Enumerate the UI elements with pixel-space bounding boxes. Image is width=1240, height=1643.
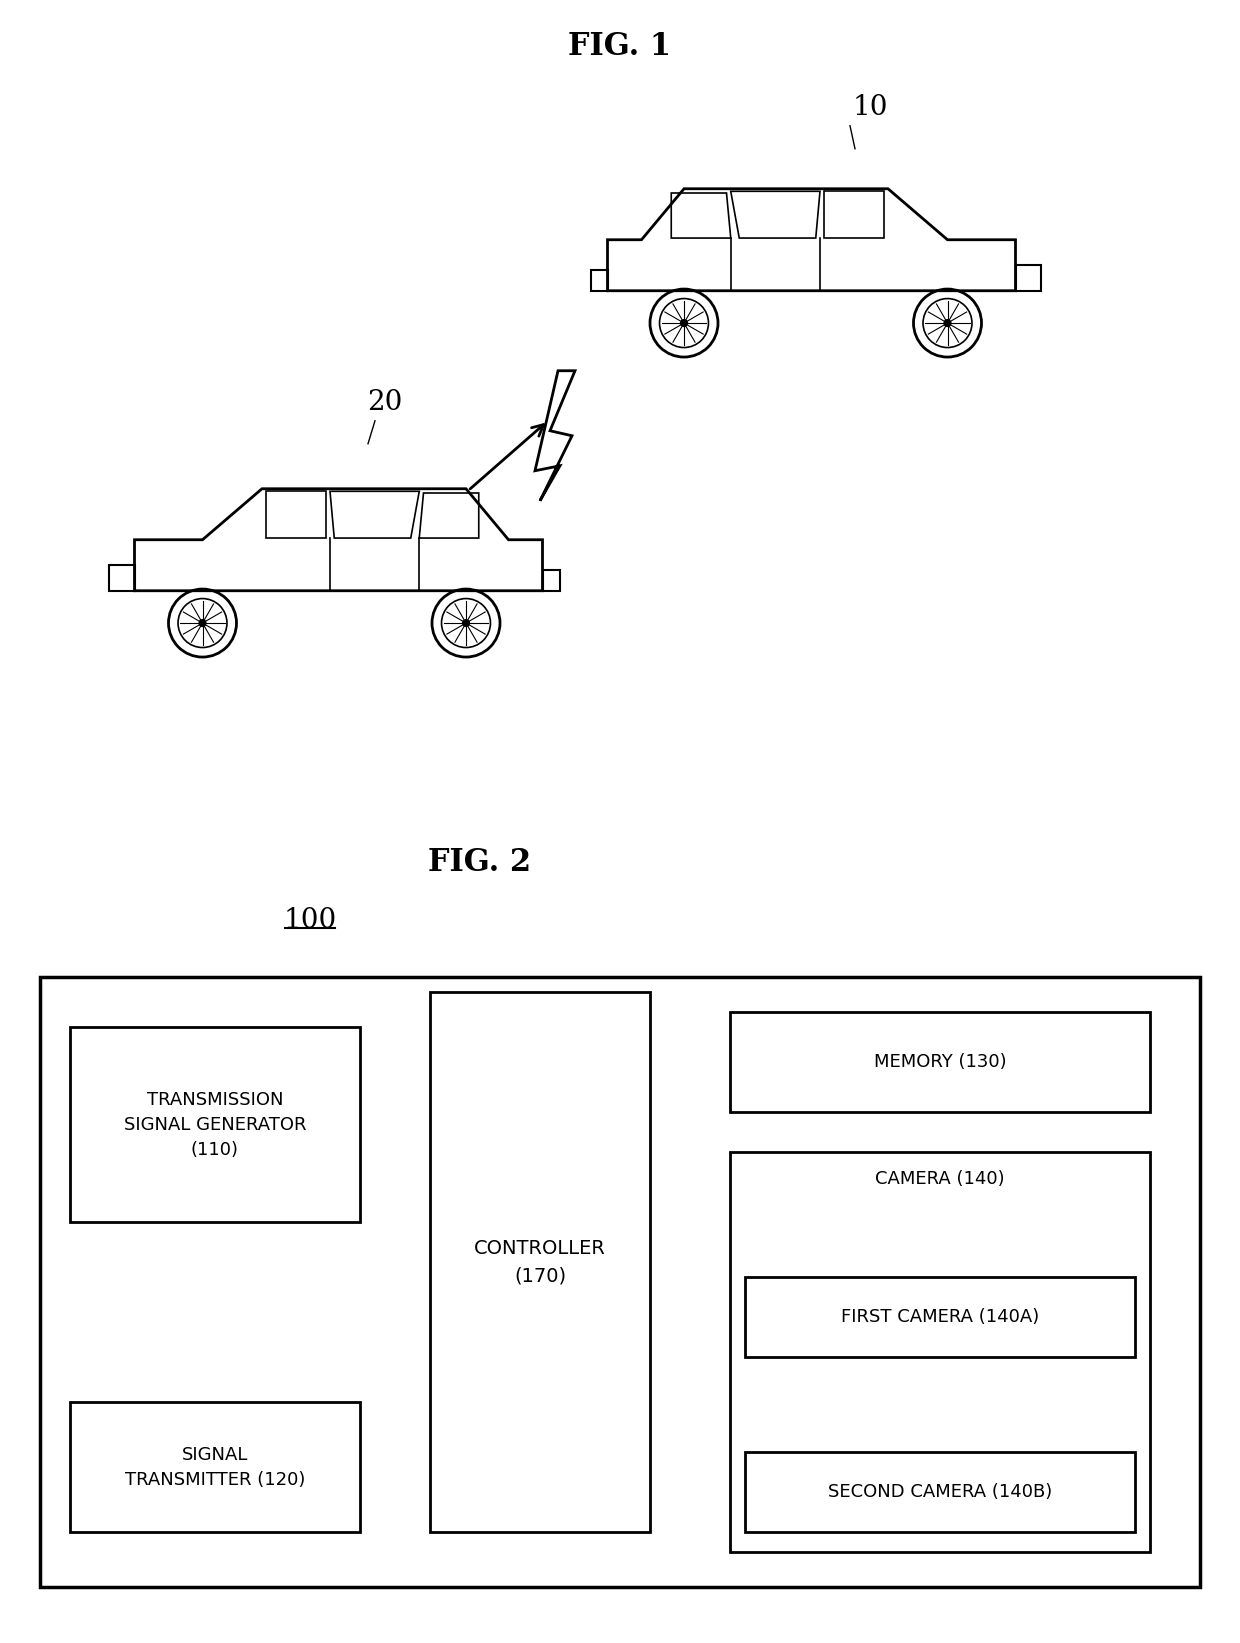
Text: 20: 20 [367,389,403,416]
FancyBboxPatch shape [745,1452,1135,1533]
FancyBboxPatch shape [69,1027,360,1222]
Text: SIGNAL
TRANSMITTER (120): SIGNAL TRANSMITTER (120) [125,1446,305,1489]
Circle shape [944,319,951,327]
FancyBboxPatch shape [430,992,650,1533]
Text: 10: 10 [852,94,888,120]
FancyBboxPatch shape [69,1401,360,1533]
FancyBboxPatch shape [745,1277,1135,1357]
Text: SECOND CAMERA (140B): SECOND CAMERA (140B) [828,1484,1052,1502]
Text: FIRST CAMERA (140A): FIRST CAMERA (140A) [841,1308,1039,1326]
Circle shape [680,319,688,327]
Circle shape [463,619,470,628]
Text: 100: 100 [284,907,336,935]
Text: CONTROLLER
(170): CONTROLLER (170) [474,1239,606,1285]
Text: FIG. 1: FIG. 1 [568,31,672,62]
Text: FIG. 2: FIG. 2 [429,848,532,879]
FancyBboxPatch shape [730,1012,1149,1112]
Circle shape [198,619,207,628]
FancyBboxPatch shape [40,978,1200,1587]
Text: MEMORY (130): MEMORY (130) [874,1053,1007,1071]
Text: TRANSMISSION
SIGNAL GENERATOR
(110): TRANSMISSION SIGNAL GENERATOR (110) [124,1091,306,1158]
FancyBboxPatch shape [730,1152,1149,1553]
Text: CAMERA (140): CAMERA (140) [875,1170,1004,1188]
